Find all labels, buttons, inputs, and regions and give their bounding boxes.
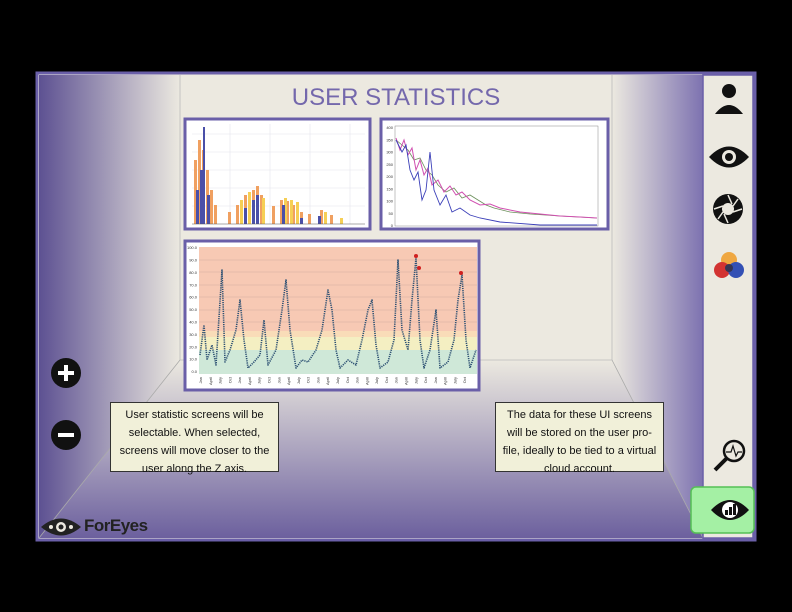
x-tick-label: Jan [355, 377, 360, 383]
x-tick-label: Jan [237, 377, 242, 383]
analytics-search-icon[interactable] [713, 439, 746, 472]
x-tick-label: July [218, 377, 223, 384]
y-tick-label: 70.0 [189, 282, 198, 287]
y-tick-label: 0.0 [191, 369, 197, 374]
x-tick-label: April [208, 377, 213, 385]
y-tick-label: 50.0 [189, 307, 198, 312]
x-tick-label: Jan [315, 377, 320, 383]
x-tick-label: Jan [394, 377, 399, 383]
y-tick-label: 0 [391, 223, 394, 228]
x-tick-label: April [364, 377, 369, 385]
x-tick-label: April [325, 377, 330, 385]
y-tick-label: 200 [386, 174, 393, 179]
x-tick-label: Oct [345, 376, 350, 383]
right-wall [612, 75, 703, 538]
room-edge [38, 359, 181, 539]
x-tick-label: April [247, 377, 252, 385]
x-tick-label: Jan [276, 377, 281, 383]
y-tick-label: 30.0 [189, 332, 198, 337]
x-tick-label: Oct [267, 376, 272, 383]
logo-text: ForEyes [84, 516, 148, 535]
x-tick-label: April [443, 377, 448, 385]
x-tick-label: Oct [462, 376, 467, 383]
y-tick-label: 90.0 [189, 257, 198, 262]
y-tick-label: 150 [386, 186, 393, 191]
logo-mark [41, 518, 81, 536]
x-tick-label: July [257, 377, 262, 384]
y-tick-label: 250 [386, 162, 393, 167]
note: User statistic screens will be selectabl… [110, 402, 279, 475]
profile-icon[interactable] [715, 84, 743, 114]
y-tick-label: 350 [386, 137, 393, 142]
sidebar [702, 74, 754, 539]
color-icon[interactable] [714, 252, 744, 278]
x-tick-label: Jan [198, 377, 203, 383]
aperture-icon[interactable] [713, 194, 743, 224]
y-tick-label: 100 [386, 199, 393, 204]
y-tick-label: 60.0 [189, 295, 198, 300]
y-tick-label: 300 [386, 150, 393, 155]
x-tick-label: July [335, 377, 340, 384]
y-tick-label: 20.0 [189, 344, 198, 349]
note: The data for these UI screens will be st… [495, 402, 664, 475]
x-tick-label: Oct [423, 376, 428, 383]
x-tick-label: Oct [227, 376, 232, 383]
zoom-out-button[interactable] [51, 420, 81, 450]
x-tick-label: Oct [384, 376, 389, 383]
y-tick-label: 400 [386, 125, 393, 130]
y-tick-label: 10.0 [189, 357, 198, 362]
x-tick-label: July [413, 377, 418, 384]
eye-icon[interactable] [709, 146, 749, 168]
statistics-button[interactable] [690, 486, 755, 534]
y-tick-label: 50 [389, 211, 394, 216]
y-tick-label: 40.0 [189, 319, 198, 324]
x-tick-label: Jan [433, 377, 438, 383]
x-tick-label: April [404, 377, 409, 385]
left-wall [39, 75, 180, 538]
y-tick-label: 100.0 [187, 245, 198, 250]
y-tick-label: 80.0 [189, 270, 198, 275]
x-tick-label: July [296, 377, 301, 384]
scatter-chart-thumbnail[interactable] [183, 239, 481, 392]
x-tick-label: Oct [306, 376, 311, 383]
page-title: USER STATISTICS [291, 84, 501, 111]
bar-chart-thumbnail[interactable] [183, 117, 372, 231]
x-tick-label: April [286, 377, 291, 385]
x-tick-label: July [374, 377, 379, 384]
line-chart-thumbnail[interactable] [379, 117, 610, 231]
zoom-in-button[interactable] [51, 358, 81, 388]
x-tick-label: July [452, 377, 457, 384]
